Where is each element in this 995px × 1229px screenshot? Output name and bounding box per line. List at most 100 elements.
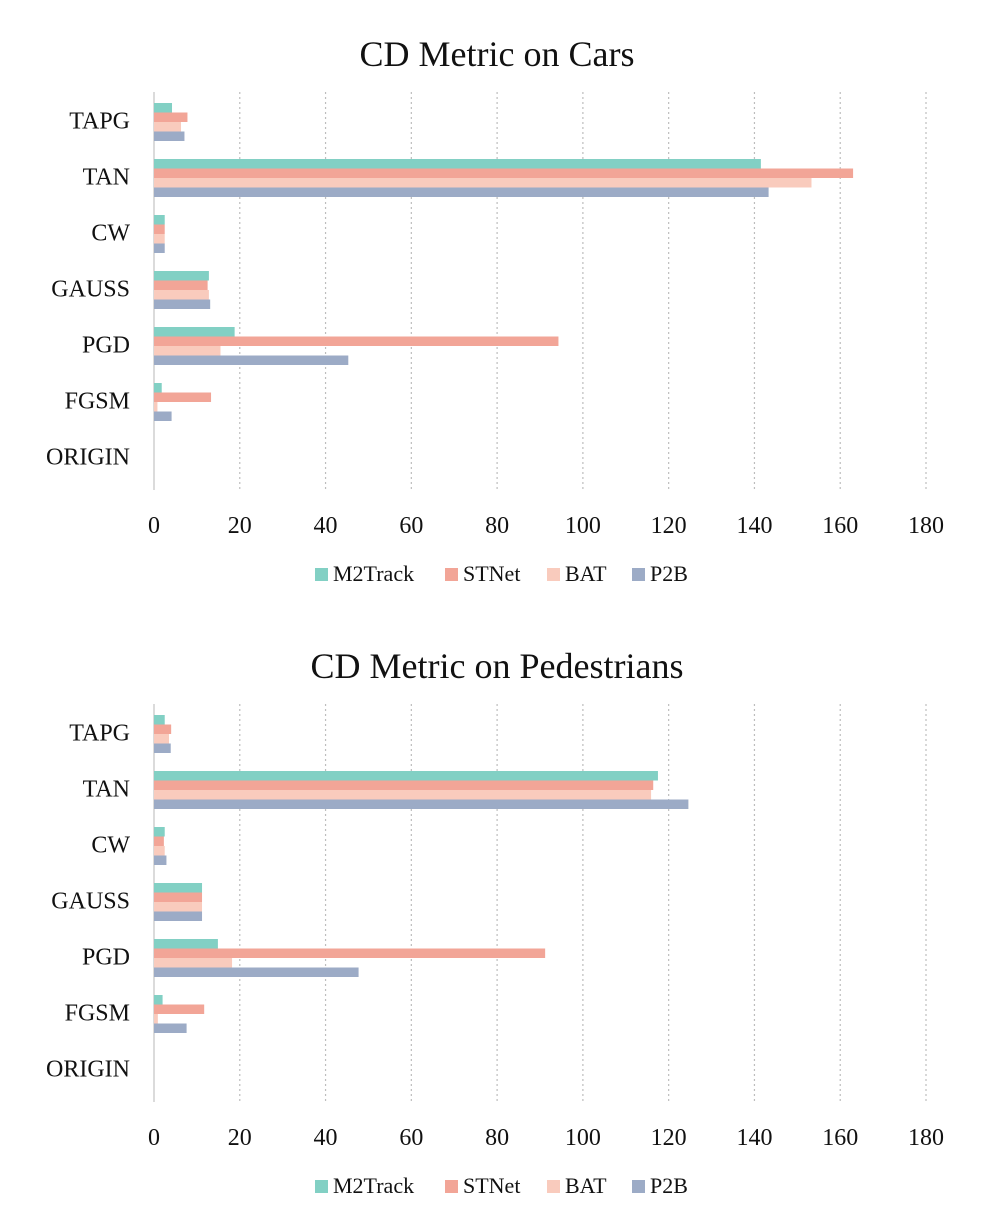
bar-m2track-cw — [154, 215, 165, 225]
x-tick-label: 100 — [565, 513, 601, 539]
x-tick-label: 180 — [908, 513, 944, 539]
legend-swatch-bat — [547, 568, 560, 581]
x-tick-label: 140 — [736, 1125, 772, 1151]
bar-p2b-tapg — [154, 743, 171, 753]
x-tick-label: 160 — [822, 513, 858, 539]
legend-label-bat: BAT — [565, 1173, 607, 1198]
legend-swatch-stnet — [445, 568, 458, 581]
legend-label-p2b: P2B — [650, 1173, 688, 1198]
bar-stnet-tan — [154, 780, 654, 790]
x-tick-label: 180 — [908, 1125, 944, 1151]
legend-swatch-p2b — [632, 568, 645, 581]
chart-pedestrians: CD Metric on Pedestrians 0 20 40 60 80 100 120 1… — [0, 612, 995, 1224]
x-tick-label: 20 — [228, 1125, 252, 1151]
bar-stnet-gauss — [154, 892, 203, 902]
bar-bat-cw — [154, 846, 165, 856]
bar-m2track-fgsm — [154, 383, 162, 393]
y-category-label: ORIGIN — [46, 1057, 130, 1083]
y-category-label: PGD — [82, 945, 130, 971]
y-category-label: FGSM — [65, 1001, 130, 1027]
legend-swatch-stnet — [445, 1180, 458, 1193]
bar-bat-pgd — [154, 346, 221, 356]
legend-swatch-bat — [547, 1180, 560, 1193]
bar-bat-gauss — [154, 902, 203, 912]
legend-swatch-m2track — [315, 1180, 328, 1193]
x-tick-label: 60 — [399, 1125, 423, 1151]
x-tick-label: 140 — [736, 513, 772, 539]
y-category-label: TAPG — [69, 109, 130, 135]
bar-stnet-fgsm — [154, 392, 212, 402]
chart-cars: CD Metric on Cars 0 20 40 60 80 100 120 140 160 18… — [0, 0, 995, 612]
y-category-label: PGD — [82, 333, 130, 359]
bar-p2b-fgsm — [154, 411, 172, 421]
legend-swatch-p2b — [632, 1180, 645, 1193]
bar-p2b-gauss — [154, 911, 203, 921]
bar-bat-tan — [154, 178, 812, 188]
x-tick-label: 0 — [148, 1125, 160, 1151]
legend-label-m2track: M2Track — [333, 1173, 414, 1198]
bar-stnet-tapg — [154, 112, 188, 122]
y-category-label: TAN — [83, 165, 130, 191]
bar-p2b-cw — [154, 243, 165, 253]
bar-stnet-pgd — [154, 336, 559, 346]
bar-stnet-pgd — [154, 948, 546, 958]
bar-bat-gauss — [154, 290, 209, 300]
bar-bat-tapg — [154, 734, 170, 744]
y-category-label: CW — [91, 833, 130, 859]
bar-m2track-gauss — [154, 271, 209, 281]
x-tick-label: 80 — [485, 513, 509, 539]
bar-bat-tan — [154, 790, 652, 800]
bar-m2track-tan — [154, 771, 658, 781]
bar-p2b-pgd — [154, 967, 359, 977]
y-category-label: ORIGIN — [46, 445, 130, 471]
bar-m2track-tan — [154, 159, 761, 169]
bar-m2track-cw — [154, 827, 165, 837]
x-tick-label: 120 — [651, 513, 687, 539]
bar-bat-fgsm — [154, 402, 158, 412]
chart-title: CD Metric on Pedestrians — [311, 646, 684, 686]
bar-stnet-gauss — [154, 280, 208, 290]
legend-label-p2b: P2B — [650, 561, 688, 586]
bar-p2b-cw — [154, 855, 167, 865]
bar-bat-cw — [154, 234, 165, 244]
legend-label-bat: BAT — [565, 561, 607, 586]
bar-bat-pgd — [154, 958, 233, 968]
x-tick-label: 20 — [228, 513, 252, 539]
bar-stnet-fgsm — [154, 1004, 205, 1014]
y-category-label: GAUSS — [51, 277, 130, 303]
x-tick-label: 100 — [565, 1125, 601, 1151]
bar-bat-fgsm — [154, 1014, 158, 1024]
x-tick-label: 0 — [148, 513, 160, 539]
y-category-label: TAN — [83, 777, 130, 803]
bar-m2track-tapg — [154, 103, 173, 113]
x-tick-label: 40 — [314, 1125, 338, 1151]
legend-swatch-m2track — [315, 568, 328, 581]
x-tick-label: 80 — [485, 1125, 509, 1151]
legend-label-stnet: STNet — [463, 1173, 520, 1198]
x-tick-label: 60 — [399, 513, 423, 539]
bar-p2b-tan — [154, 187, 769, 197]
bar-p2b-tan — [154, 799, 689, 809]
x-tick-label: 40 — [314, 513, 338, 539]
bar-bat-tapg — [154, 122, 182, 132]
bar-stnet-cw — [154, 224, 165, 234]
bar-m2track-pgd — [154, 939, 218, 949]
x-tick-label: 160 — [822, 1125, 858, 1151]
y-category-label: CW — [91, 221, 130, 247]
bar-stnet-tapg — [154, 724, 172, 734]
bar-p2b-pgd — [154, 355, 349, 365]
chart-title: CD Metric on Cars — [360, 34, 635, 74]
bar-stnet-tan — [154, 168, 854, 178]
y-category-label: FGSM — [65, 389, 130, 415]
y-category-label: TAPG — [69, 721, 130, 747]
y-category-label: GAUSS — [51, 889, 130, 915]
bar-m2track-tapg — [154, 715, 165, 725]
bar-p2b-fgsm — [154, 1023, 187, 1033]
bar-m2track-gauss — [154, 883, 203, 893]
legend-label-stnet: STNet — [463, 561, 520, 586]
x-tick-label: 120 — [651, 1125, 687, 1151]
bar-p2b-gauss — [154, 299, 211, 309]
bar-stnet-cw — [154, 836, 164, 846]
bar-p2b-tapg — [154, 131, 185, 141]
chart-cars-svg: CD Metric on Cars 0 20 40 60 80 100 120 140 160 18… — [46, 34, 944, 586]
